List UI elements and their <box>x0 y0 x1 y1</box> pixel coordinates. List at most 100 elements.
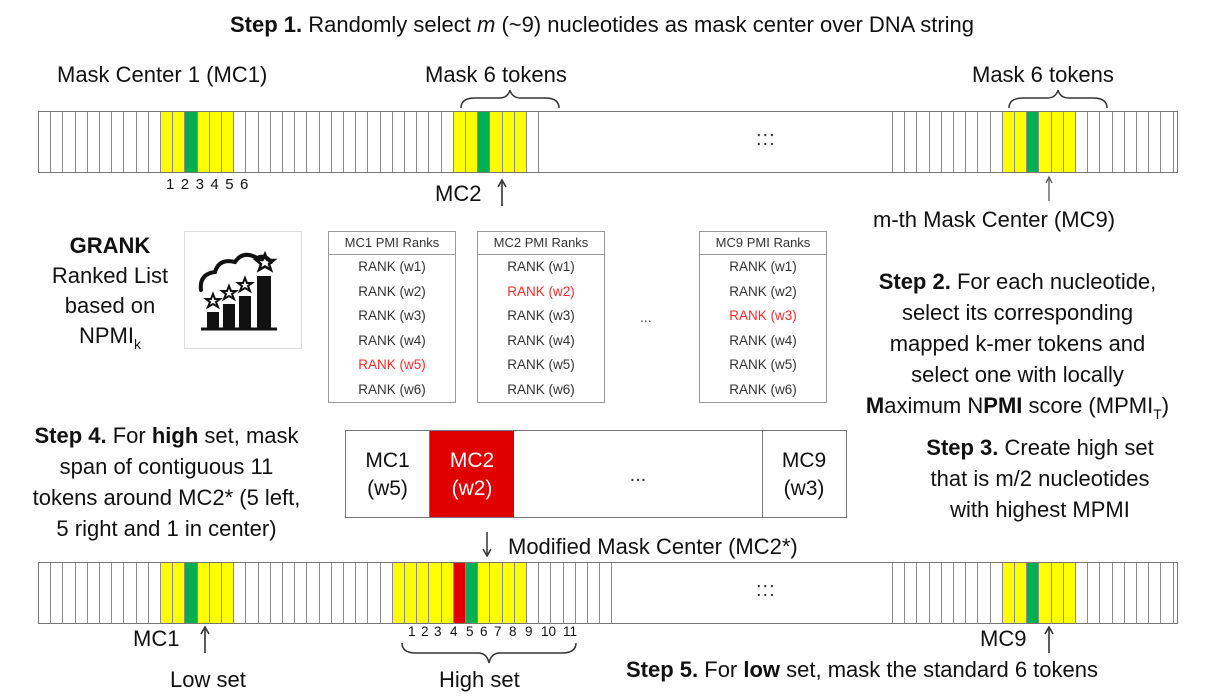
nucleotide-cell <box>1100 563 1113 623</box>
pmi-rank-row: RANK (w5) <box>358 357 426 372</box>
nucleotide-cell <box>283 563 296 623</box>
nucleotide-cell <box>893 112 906 172</box>
nucleotide-cell <box>478 563 491 623</box>
nucleotide-cell <box>185 112 198 172</box>
nucleotide-cell <box>1076 112 1089 172</box>
nucleotide-cell <box>954 563 967 623</box>
step3-text: Step 3. Create high set that is m/2 nucl… <box>926 435 1154 522</box>
nucleotide-cell <box>527 563 540 623</box>
nucleotide-cell <box>1015 112 1028 172</box>
nucleotide-cell <box>1015 563 1028 623</box>
brace-high-set <box>401 642 577 664</box>
high-set-number: 8 <box>509 624 517 639</box>
nucleotide-cell <box>319 112 332 172</box>
nucleotide-cell <box>1039 112 1052 172</box>
nucleotide-cell <box>929 112 942 172</box>
nucleotide-cell <box>51 112 64 172</box>
pmi-rank-row: RANK (w1) <box>729 259 797 274</box>
nucleotide-cell <box>917 112 930 172</box>
mc1-number: 2 <box>180 176 190 193</box>
pmi-rank-row: RANK (w2) <box>358 283 426 299</box>
nucleotide-cell <box>1137 563 1150 623</box>
pmi-rank-row: RANK (w6) <box>729 381 797 397</box>
mc1-number: 1 <box>166 176 175 193</box>
mc1-bottom-up-arrow <box>200 625 210 653</box>
nucleotide-cell <box>234 563 247 623</box>
nucleotide-cell <box>148 563 161 623</box>
step1-title: Step 1. Randomly select m (~9) nucleotid… <box>230 12 975 37</box>
nucleotide-cell <box>1051 112 1064 172</box>
high-set-number: 10 <box>541 624 557 639</box>
pmi-ellipsis: ... <box>640 309 652 325</box>
nucleotide-cell <box>917 563 930 623</box>
nucleotide-cell <box>502 563 515 623</box>
nucleotide-cell <box>905 563 918 623</box>
nucleotide-cell <box>1149 563 1162 623</box>
nucleotide-cell <box>380 563 393 623</box>
nucleotide-cell <box>893 563 906 623</box>
nucleotide-cell <box>453 112 466 172</box>
nucleotide-cell <box>1002 112 1015 172</box>
mc2-selected: MC2 (w2) <box>430 431 514 517</box>
nucleotide-cell <box>75 563 88 623</box>
nucleotide-cell <box>502 112 515 172</box>
nucleotide-cell <box>161 112 174 172</box>
nucleotide-cell <box>941 563 954 623</box>
nucleotide-cell <box>441 112 454 172</box>
nucleotide-cell <box>356 112 369 172</box>
pmi-rank-table: MC1 PMI Ranks RANK (w1) RANK (w2) RANK (w3)… <box>328 231 456 403</box>
nucleotide-cell <box>1124 112 1137 172</box>
nucleotide-cell <box>319 563 332 623</box>
nucleotide-cell <box>270 112 283 172</box>
nucleotide-cell <box>197 563 210 623</box>
nucleotide-cell <box>100 112 113 172</box>
nucleotide-cell <box>136 563 149 623</box>
nucleotide-cell <box>258 112 271 172</box>
nucleotide-cell <box>978 112 991 172</box>
nucleotide-cell <box>136 112 149 172</box>
modified-down-arrow <box>482 532 492 558</box>
nucleotide-cell <box>1112 112 1125 172</box>
grank-line1: Ranked List <box>51 263 169 288</box>
nucleotide-cell <box>490 112 503 172</box>
nucleotide-cell <box>1137 112 1150 172</box>
mc1-number: 4 <box>210 176 219 193</box>
nucleotide-cell <box>344 112 357 172</box>
nucleotide-cell <box>978 563 991 623</box>
grank-line2: based on <box>64 293 156 318</box>
nucleotide-cell <box>966 563 979 623</box>
nucleotide-cell <box>222 563 235 623</box>
nucleotide-cell <box>234 112 247 172</box>
step5-text: Step 5. For low set, mask the standard 6… <box>626 657 1098 682</box>
nucleotide-cell <box>905 112 918 172</box>
nucleotide-cell <box>527 112 540 172</box>
pmi-table-header: MC1 PMI Ranks <box>329 232 455 255</box>
mc9-bottom-label: MC9 <box>980 626 1027 651</box>
pmi-rank-row: RANK (w4) <box>507 332 575 348</box>
nucleotide-cell <box>966 112 979 172</box>
strip-top-ellipsis: ::: <box>756 128 776 150</box>
nucleotide-cell <box>880 112 893 172</box>
mc1-number: 3 <box>195 176 204 193</box>
nucleotide-cell <box>39 563 52 623</box>
nucleotide-cell <box>405 112 418 172</box>
step4-text: Step 4. For high set, mask span of conti… <box>32 423 301 541</box>
nucleotide-cell <box>392 563 405 623</box>
nucleotide-cell <box>990 563 1003 623</box>
high-set-number: 1 <box>408 624 416 639</box>
nucleotide-cell <box>331 563 344 623</box>
nucleotide-cell <box>441 563 454 623</box>
nucleotide-cell <box>112 112 125 172</box>
nucleotide-cell <box>51 563 64 623</box>
pmi-rank-table: MC2 PMI Ranks RANK (w1) RANK (w2) RANK (w3)… <box>477 231 605 403</box>
high-set-number: 2 <box>421 624 429 639</box>
nucleotide-cell <box>417 112 430 172</box>
nucleotide-cell <box>1063 563 1076 623</box>
high-set-number: 4 <box>450 624 458 639</box>
nucleotide-cell <box>246 112 259 172</box>
nucleotide-cell <box>87 563 100 623</box>
high-set-number: 6 <box>480 624 488 639</box>
nucleotide-cell <box>1027 112 1040 172</box>
grank-line3: NPMIk <box>79 323 141 352</box>
nucleotide-cell <box>344 563 357 623</box>
